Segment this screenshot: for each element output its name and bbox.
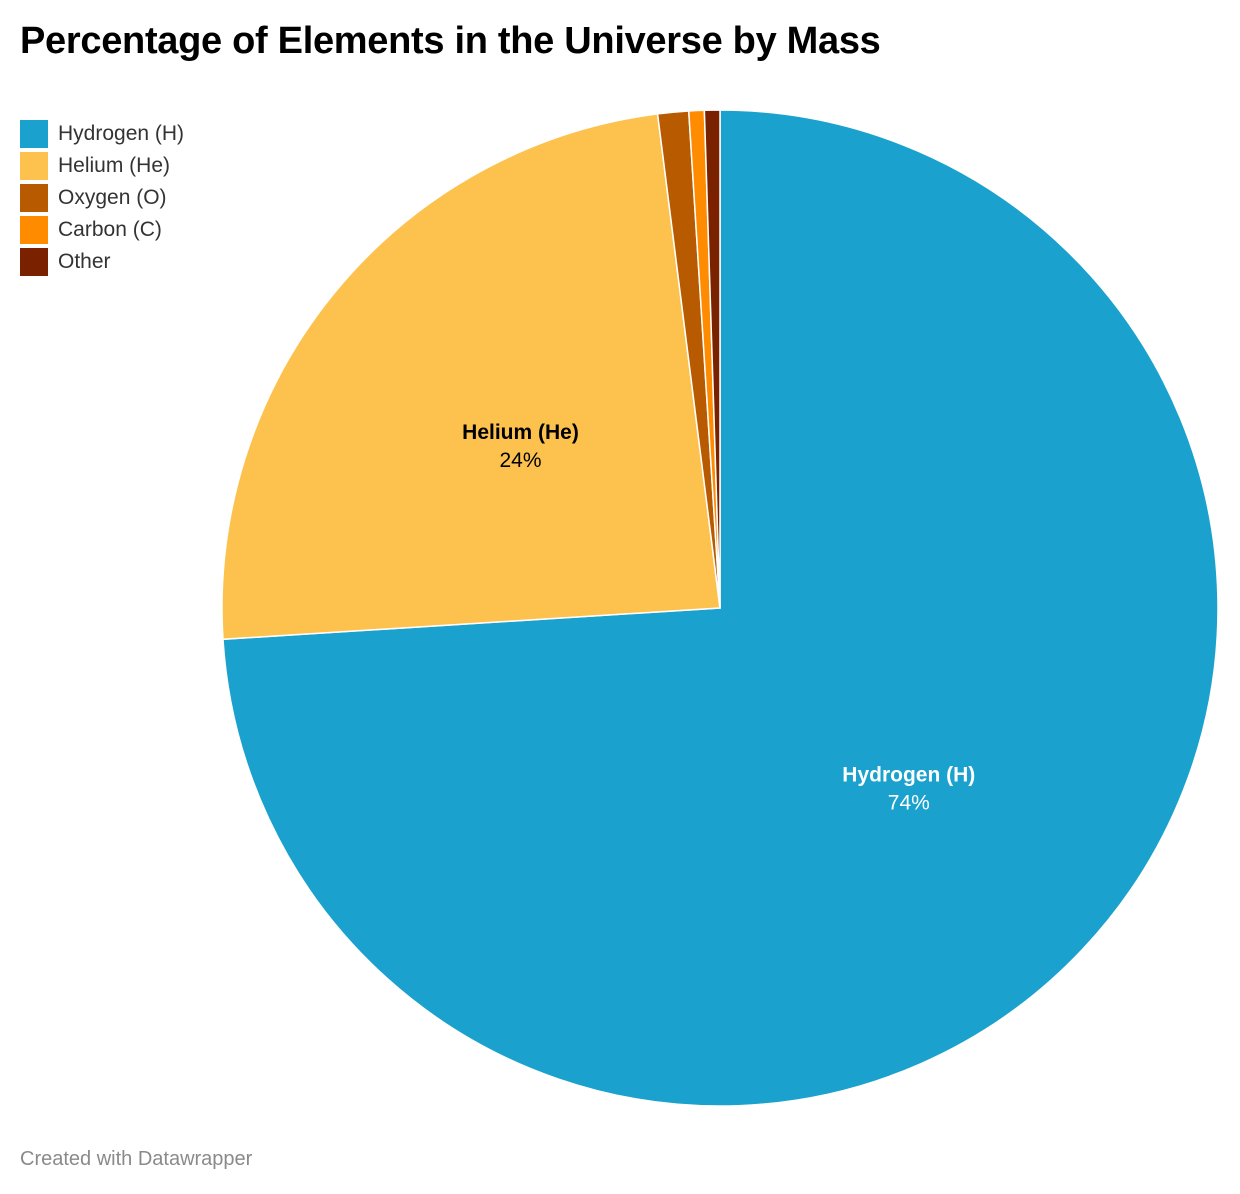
legend: Hydrogen (H) Helium (He) Oxygen (O) Carb…: [20, 118, 184, 278]
legend-swatch-other: [20, 248, 48, 276]
legend-label-other: Other: [58, 250, 111, 273]
legend-item-hydrogen: Hydrogen (H): [20, 118, 184, 150]
slice-label-helium-name: Helium (He): [462, 421, 579, 444]
pie-slice-helium: [221, 113, 721, 641]
slice-label-hydrogen-value: 74%: [888, 791, 930, 814]
slice-label-helium-value: 24%: [499, 449, 541, 472]
legend-item-carbon: Carbon (C): [20, 214, 184, 246]
pie-labels: Hydrogen (H) 74% Helium (He) 24%: [462, 421, 975, 814]
slice-label-hydrogen-name: Hydrogen (H): [842, 763, 975, 786]
legend-swatch-oxygen: [20, 184, 48, 212]
chart-title: Percentage of Elements in the Universe b…: [20, 20, 881, 62]
legend-label-helium: Helium (He): [58, 154, 171, 177]
pie-slice-other: [703, 109, 721, 609]
pie-slices: [221, 109, 1219, 1107]
legend-swatch-helium: [20, 152, 48, 180]
legend-label-oxygen: Oxygen (O): [58, 186, 167, 209]
legend-item-oxygen: Oxygen (O): [20, 182, 184, 214]
legend-item-other: Other: [20, 246, 184, 278]
legend-swatch-carbon: [20, 216, 48, 244]
legend-swatch-hydrogen: [20, 120, 48, 148]
legend-label-hydrogen: Hydrogen (H): [58, 122, 185, 145]
legend-item-helium: Helium (He): [20, 150, 184, 182]
footer-credit: Created with Datawrapper: [20, 1148, 253, 1170]
legend-label-carbon: Carbon (C): [58, 218, 162, 241]
